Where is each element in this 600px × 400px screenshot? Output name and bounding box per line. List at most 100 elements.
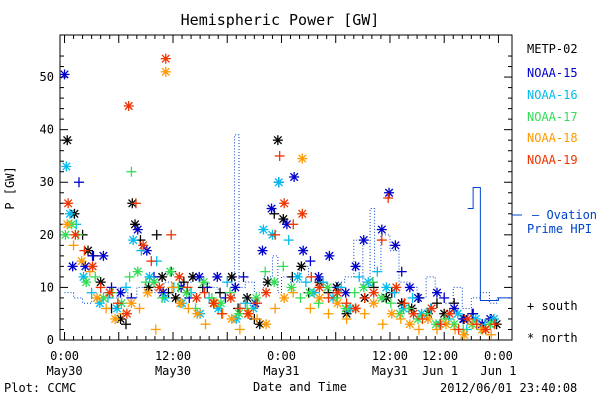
timestamp: 2012/06/01 23:40:08 — [440, 381, 578, 395]
point-noaa-17-south — [157, 292, 168, 303]
point-noaa-18-north — [160, 66, 171, 77]
x-tick-date-label: Jun 1 — [480, 364, 516, 378]
point-noaa-19-north — [350, 303, 361, 314]
point-noaa-18-north — [459, 329, 470, 340]
point-noaa-18-south — [323, 308, 334, 319]
point-noaa-19-south — [399, 298, 410, 309]
point-noaa-17-south — [124, 271, 135, 282]
point-noaa-16-north — [111, 303, 122, 314]
point-noaa-18-north — [297, 153, 308, 164]
point-noaa-17-south — [440, 313, 451, 324]
point-noaa-19-south — [252, 298, 263, 309]
point-noaa-18-north — [142, 287, 153, 298]
legend-item-noaa15: NOAA-15 — [527, 66, 578, 80]
legend-item-noaa18: NOAA-18 — [527, 131, 578, 145]
point-noaa-19-north — [138, 240, 149, 251]
point-noaa-16-north — [292, 271, 303, 282]
point-noaa-16-north — [258, 224, 269, 235]
point-noaa-15-south — [439, 292, 450, 303]
point-noaa-18-south — [377, 319, 388, 330]
point-noaa-15-north — [358, 235, 369, 246]
point-noaa-17-north — [269, 277, 280, 288]
point-noaa-17-north — [286, 282, 297, 293]
point-noaa-18-south — [341, 313, 352, 324]
point-noaa-15-south — [73, 177, 84, 188]
point-noaa-16-north — [78, 271, 89, 282]
point-noaa-19-north — [191, 292, 202, 303]
point-noaa-19-north — [104, 287, 115, 298]
ovation-line-tail — [467, 187, 512, 302]
legend-label: METP-02 — [527, 42, 578, 56]
point-metp-02-north — [242, 292, 253, 303]
x-tick-date-label: May31 — [372, 364, 408, 378]
x-tick-date-label: May30 — [46, 364, 82, 378]
point-noaa-19-north — [297, 208, 308, 219]
point-noaa-18-north — [314, 292, 325, 303]
point-noaa-16-north — [273, 177, 284, 188]
point-noaa-19-south — [383, 193, 394, 204]
point-noaa-17-north — [340, 303, 351, 314]
y-tick-label: 50 — [40, 70, 54, 84]
legend-item-north: * north — [527, 331, 578, 345]
point-noaa-15-north — [431, 287, 442, 298]
point-noaa-19-south — [234, 303, 245, 314]
point-noaa-17-south — [422, 308, 433, 319]
point-noaa-19-south — [130, 198, 141, 209]
point-noaa-18-north — [126, 298, 137, 309]
legend-label: NOAA-19 — [527, 153, 578, 167]
point-noaa-19-north — [121, 308, 132, 319]
point-noaa-19-north — [426, 303, 437, 314]
point-metp-02-north — [272, 135, 283, 146]
point-noaa-15-north — [324, 250, 335, 261]
legend-label: NOAA-18 — [527, 131, 578, 145]
point-noaa-19-north — [63, 198, 74, 209]
point-noaa-17-north — [376, 292, 387, 303]
legend-item-metp02: METP-02 — [527, 42, 578, 56]
point-noaa-15-north — [350, 261, 361, 272]
point-metp-02-north — [296, 261, 307, 272]
point-noaa-19-south — [166, 229, 177, 240]
point-metp-02-south — [431, 298, 442, 309]
chart-title: Hemispheric Power [GW] — [181, 11, 380, 29]
legend-item-noaa16: NOAA-16 — [527, 88, 578, 102]
point-noaa-18-south — [167, 282, 178, 293]
point-noaa-15-north — [257, 245, 268, 256]
x-axis-label: Date and Time — [253, 380, 347, 394]
legend-label: NOAA-17 — [527, 110, 578, 124]
point-noaa-16-south — [300, 277, 311, 288]
point-noaa-18-south — [431, 324, 442, 335]
x-tick-date-label: May30 — [155, 364, 191, 378]
point-noaa-19-north — [279, 198, 290, 209]
point-noaa-15-north — [212, 271, 223, 282]
point-noaa-17-south — [385, 298, 396, 309]
point-noaa-15-north — [266, 203, 277, 214]
point-noaa-16-south — [120, 282, 131, 293]
point-noaa-17-south — [367, 277, 378, 288]
point-noaa-16-south — [222, 277, 233, 288]
legend-label: NOAA-15 — [527, 66, 578, 80]
point-noaa-17-north — [132, 266, 143, 277]
point-noaa-15-north — [289, 171, 300, 182]
point-noaa-15-south — [396, 266, 407, 277]
point-noaa-19-south — [359, 292, 370, 303]
point-noaa-19-south — [306, 271, 317, 282]
x-tick-time-label: 0:00 — [484, 349, 513, 363]
point-noaa-19-south — [95, 282, 106, 293]
point-noaa-19-north — [444, 308, 455, 319]
point-noaa-18-north — [386, 308, 397, 319]
point-noaa-17-north — [215, 298, 226, 309]
point-noaa-19-south — [146, 256, 157, 267]
point-noaa-19-north — [408, 308, 419, 319]
point-noaa-17-north — [181, 287, 192, 298]
y-axis-label: P [GW] — [3, 166, 17, 209]
point-noaa-19-north — [480, 324, 491, 335]
legend-item-ovation-line2: Prime HPI — [527, 222, 593, 236]
point-noaa-15-north — [384, 187, 395, 198]
point-noaa-16-north — [64, 208, 75, 219]
x-tick-date-label: Jun 1 — [422, 364, 458, 378]
point-noaa-18-north — [261, 319, 272, 330]
point-noaa-18-south — [413, 324, 424, 335]
y-tick-label: 0 — [47, 333, 54, 347]
point-metp-02-north — [226, 271, 237, 282]
